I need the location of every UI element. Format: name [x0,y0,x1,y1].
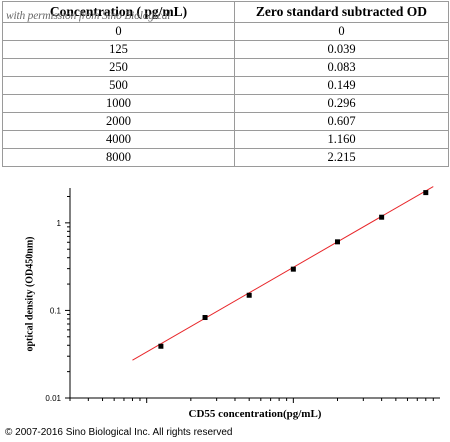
table-row: 1000 0.296 [2,94,449,113]
data-point [290,266,296,272]
od-cell: 0.083 [234,58,449,77]
x-tick-label: 100 [140,407,154,408]
table-row: 125 0.039 [2,40,449,59]
standard-curve-table: Concentration ( pg/mL) Zero standard sub… [2,1,449,167]
data-point [334,239,340,245]
table-row: 500 0.149 [2,76,449,95]
table-row: 250 0.083 [2,58,449,77]
od-cell: 0.296 [234,94,449,113]
od-cell: 0 [234,22,449,41]
copyright-notice: © 2007-2016 Sino Biological Inc. All rig… [5,427,233,438]
y-tick-label: 0.1 [50,306,62,315]
concentration-cell: 2000 [2,112,235,131]
data-point [158,343,164,349]
od-cell: 0.149 [234,76,449,95]
od-cell: 0.607 [234,112,449,131]
data-point [202,315,208,321]
plot-axes: 0.01 0.1 1 100 1000 [45,188,440,408]
od-cell: 2.215 [234,148,449,167]
y-axis-label: optical density (OD450nm) [24,236,36,352]
od-cell: 1.160 [234,130,449,149]
table-row: 2000 0.607 [2,112,449,131]
data-points [158,190,429,349]
concentration-cell: 0 [2,22,235,41]
data-point [379,214,385,220]
table-row: 8000 2.215 [2,148,449,167]
concentration-cell: 500 [2,76,235,95]
concentration-cell: 125 [2,40,235,59]
y-tick-label: 1 [57,219,62,228]
concentration-cell: 1000 [2,94,235,113]
concentration-cell: 4000 [2,130,235,149]
data-point [423,190,429,196]
concentration-cell: 250 [2,58,235,77]
watermark-text: with permission from Sino Biological [6,10,171,22]
standard-curve-plot: 0.01 0.1 1 100 1000 [45,186,440,408]
data-point [246,292,252,298]
x-axis-label: CD55 concentration(pg/mL) [188,408,322,420]
concentration-cell: 8000 [2,148,235,167]
y-tick-label: 0.01 [45,394,61,403]
header-od: Zero standard subtracted OD [234,1,449,23]
x-tick-label: 1000 [284,407,302,408]
table-row: 4000 1.160 [2,130,449,149]
fit-line [132,186,434,361]
fit-line-group [132,186,434,361]
od-cell: 0.039 [234,40,449,59]
